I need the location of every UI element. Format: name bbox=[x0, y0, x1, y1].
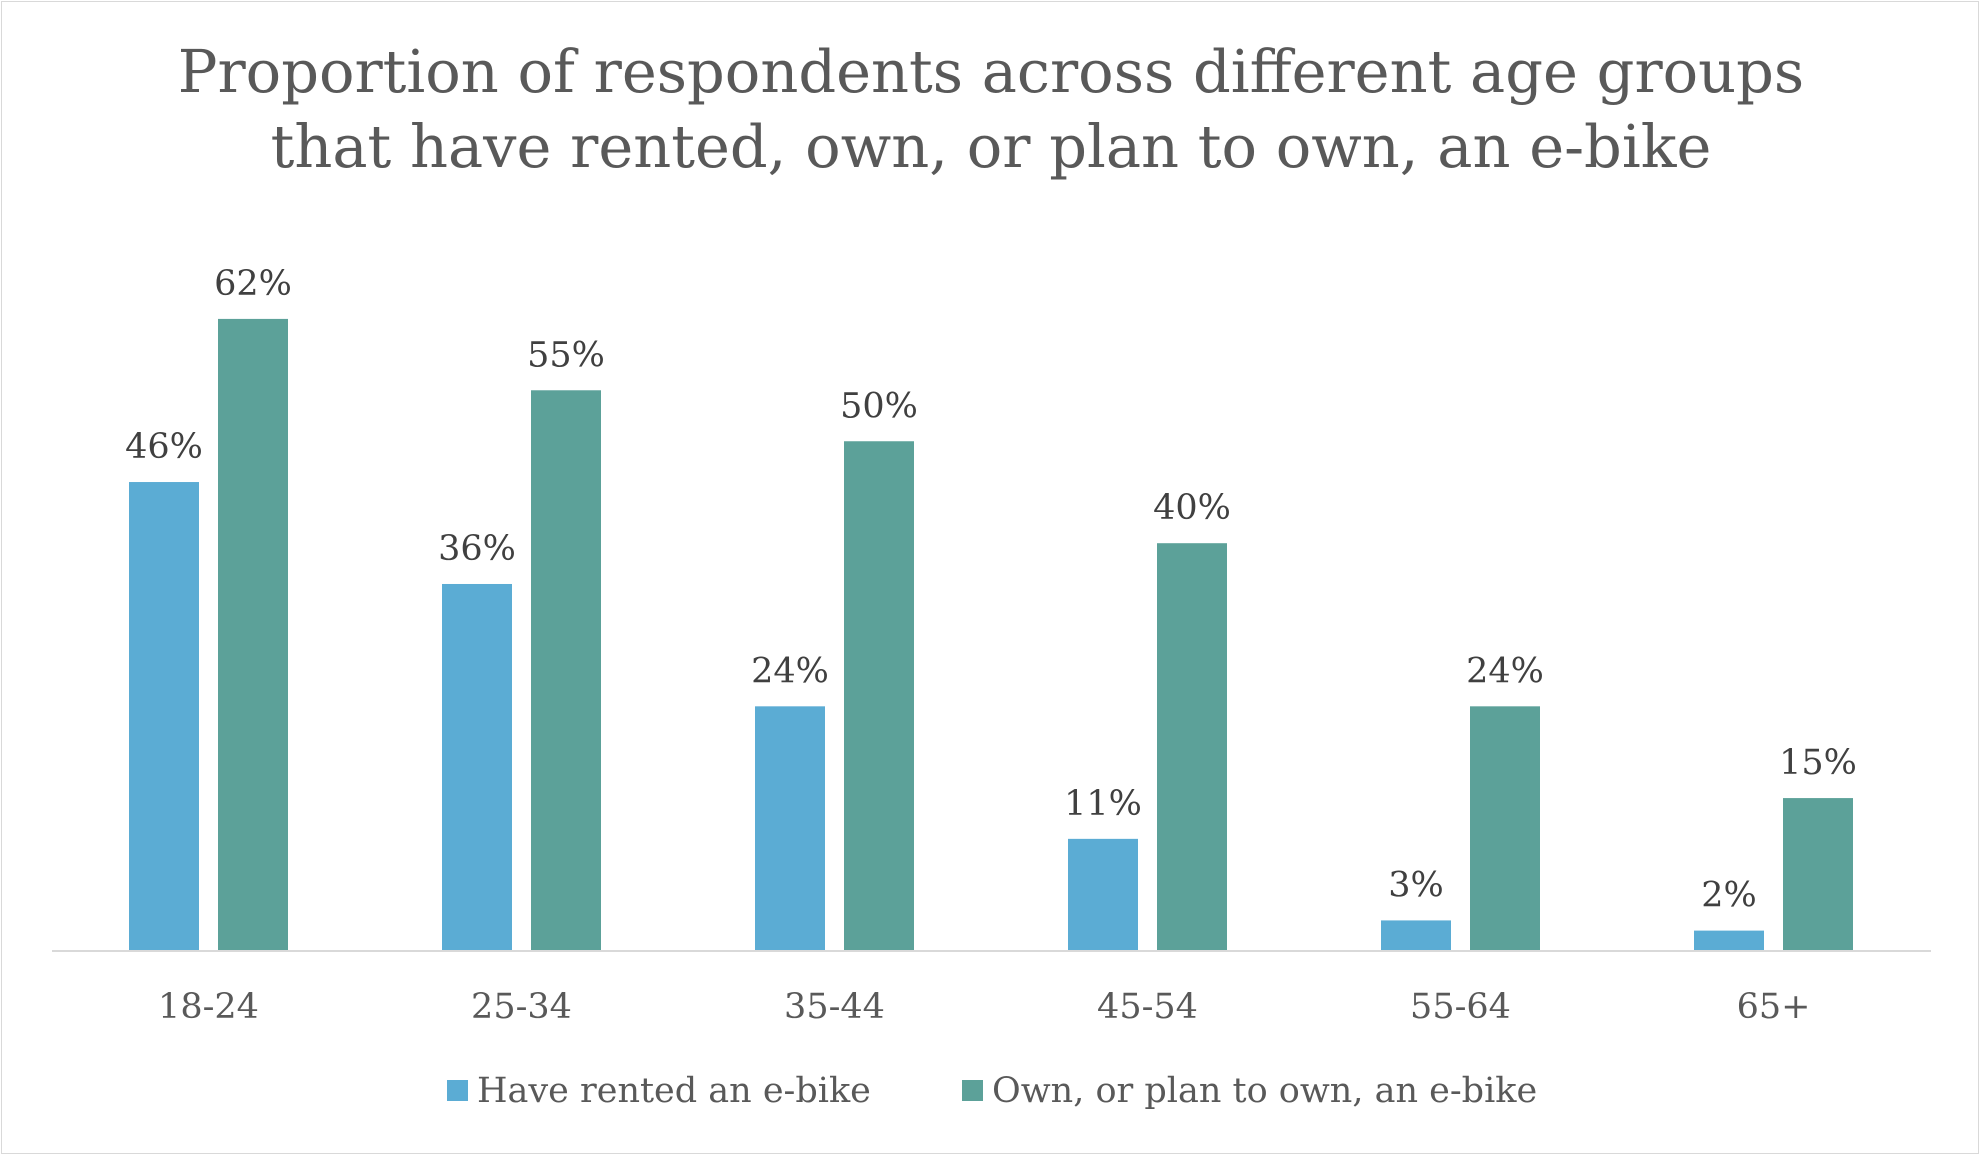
data-label-rented-35-44: 24% bbox=[751, 651, 829, 691]
data-label-rented-65+: 2% bbox=[1701, 876, 1757, 916]
bar-rented-35-44 bbox=[755, 706, 825, 951]
bar-own-18-24 bbox=[218, 318, 288, 951]
legend-label-rented: Have rented an e-bike bbox=[477, 1071, 871, 1111]
data-label-rented-18-24: 46% bbox=[125, 427, 203, 467]
x-tick-label: 55-64 bbox=[1410, 987, 1511, 1027]
bar-rented-45-54 bbox=[1068, 838, 1138, 951]
x-tick-label: 25-34 bbox=[471, 987, 572, 1027]
legend-swatch-rented bbox=[447, 1080, 468, 1101]
data-label-rented-55-64: 3% bbox=[1388, 865, 1444, 905]
data-label-own-65+: 15% bbox=[1779, 743, 1857, 783]
x-tick-label: 45-54 bbox=[1097, 987, 1198, 1027]
bar-own-25-34 bbox=[531, 390, 601, 951]
bar-own-55-64 bbox=[1470, 706, 1540, 951]
x-tick-label: 35-44 bbox=[784, 987, 885, 1027]
data-label-own-55-64: 24% bbox=[1466, 651, 1544, 691]
data-label-own-18-24: 62% bbox=[214, 264, 292, 304]
bar-rented-55-64 bbox=[1381, 920, 1451, 951]
chart-title-line-1: Proportion of respondents across differe… bbox=[178, 37, 1804, 106]
x-tick-label: 65+ bbox=[1737, 987, 1811, 1027]
plot-area: 46% 62% 36% 55% 24% 50% 11% 40% 3% 24% 2% 15% bbox=[125, 264, 1857, 951]
bar-rented-18-24 bbox=[129, 482, 199, 951]
legend-label-own: Own, or plan to own, an e-bike bbox=[992, 1071, 1537, 1111]
data-label-rented-45-54: 11% bbox=[1064, 784, 1142, 824]
x-axis-ticks: 18-24 25-34 35-44 45-54 55-64 65+ bbox=[158, 987, 1810, 1027]
bar-rented-25-34 bbox=[442, 583, 512, 951]
bar-own-45-54 bbox=[1157, 543, 1227, 951]
legend-swatch-own bbox=[962, 1080, 983, 1101]
data-label-own-25-34: 55% bbox=[527, 335, 605, 375]
bar-rented-65+ bbox=[1694, 930, 1764, 951]
data-label-rented-25-34: 36% bbox=[438, 529, 516, 569]
x-tick-label: 18-24 bbox=[158, 987, 259, 1027]
legend: Have rented an e-bike Own, or plan to own… bbox=[447, 1071, 1537, 1111]
bar-own-35-44 bbox=[844, 441, 914, 951]
bar-own-65+ bbox=[1783, 798, 1853, 951]
chart-title-line-2: that have rented, own, or plan to own, a… bbox=[271, 112, 1712, 181]
data-label-own-35-44: 50% bbox=[840, 386, 918, 426]
data-label-own-45-54: 40% bbox=[1153, 488, 1231, 528]
